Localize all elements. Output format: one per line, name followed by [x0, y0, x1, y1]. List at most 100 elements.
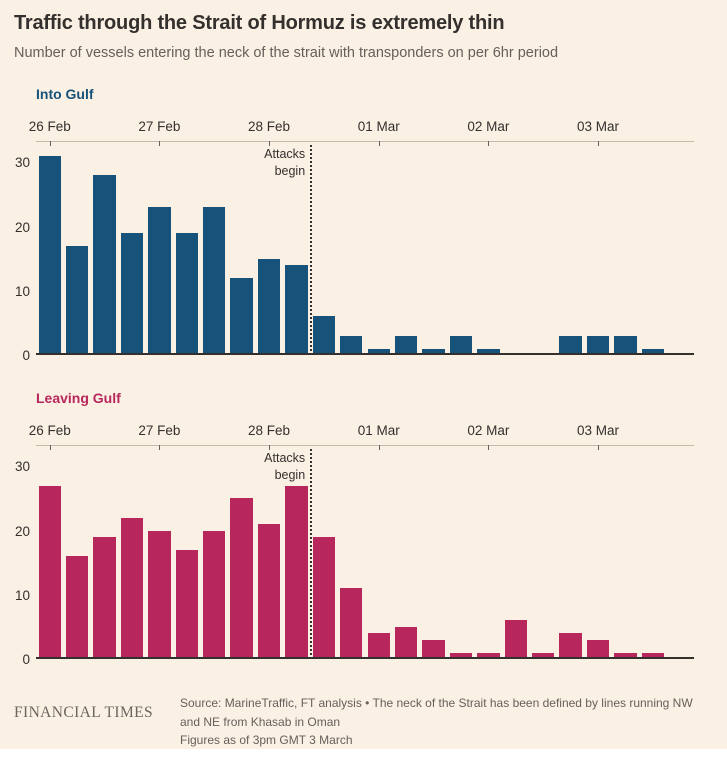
bar [203, 207, 226, 355]
bar [257, 524, 281, 659]
x-tick-mark [378, 445, 380, 450]
bar [477, 348, 500, 355]
x-tick-mark [269, 141, 271, 146]
x-tick-label: 28 Feb [248, 423, 291, 438]
attacks-begin-line [310, 449, 313, 659]
x-tick-label: 27 Feb [138, 119, 181, 134]
source-line-1: Source: MarineTraffic, FT analysis • The… [180, 696, 693, 710]
bar [38, 155, 61, 355]
x-tick-mark [49, 141, 51, 146]
chart-title-leaving-gulf: Leaving Gulf [36, 390, 121, 406]
x-tick-mark [159, 141, 161, 146]
bar [340, 335, 363, 355]
x-tick-label: 02 Mar [467, 119, 510, 134]
attacks-begin-label-line1: Attacks [264, 147, 306, 161]
bar [175, 232, 198, 355]
bar [230, 277, 253, 355]
bar [504, 620, 527, 659]
x-axis-line [36, 141, 694, 142]
x-tick-label: 03 Mar [577, 119, 620, 134]
into-gulf-chart: Into Gulf 26 Feb 27 Feb 28 Feb 01 Mar 02 Mar… [0, 86, 727, 376]
x-tick-label: 01 Mar [357, 423, 400, 438]
bar [65, 556, 89, 659]
bar [230, 498, 253, 659]
page-title: Traffic through the Strait of Hormuz is … [14, 12, 505, 34]
x-tick-mark [488, 445, 490, 450]
attacks-begin-label: Attacks begin [264, 146, 305, 180]
x-tick-mark [269, 445, 271, 450]
leaving-gulf-chart: Leaving Gulf 26 Feb 27 Feb 28 Feb 01 Mar 02 … [0, 390, 727, 680]
bar [38, 485, 61, 659]
bar [532, 652, 555, 659]
bar [641, 348, 665, 355]
y-tick-label: 10 [14, 283, 30, 299]
attacks-begin-label-line2: begin [274, 467, 306, 482]
bar [614, 335, 637, 355]
bar [367, 348, 390, 355]
attacks-begin-line [310, 145, 313, 355]
bar [93, 536, 116, 659]
bar [641, 652, 665, 659]
bar [257, 258, 281, 355]
source-note: Source: MarineTraffic, FT analysis • The… [180, 694, 720, 750]
chart-title-into-gulf: Into Gulf [36, 86, 94, 102]
x-tick-mark [49, 445, 51, 450]
y-tick-label: 10 [14, 587, 30, 603]
bar [614, 652, 637, 659]
ft-logo: FINANCIAL TIMES [14, 704, 154, 721]
attacks-begin-label-line1: Attacks [264, 451, 306, 465]
bar [65, 245, 89, 355]
x-tick-label: 26 Feb [28, 119, 71, 134]
plot-area-into-gulf: 26 Feb 27 Feb 28 Feb 01 Mar 02 Mar 03 Mar 0 10 2… [15, 119, 694, 363]
bar [203, 530, 226, 659]
bar [586, 639, 610, 659]
y-tick-label: 0 [22, 652, 30, 667]
x-axis-line [36, 445, 694, 446]
bar [148, 207, 171, 355]
y-tick-label: 0 [22, 348, 30, 363]
bar [422, 639, 445, 659]
y-tick-label: 20 [14, 219, 30, 235]
x-tick-label: 26 Feb [28, 423, 71, 438]
bottom-margin [0, 749, 727, 763]
x-tick-mark [488, 141, 490, 146]
bar [449, 652, 473, 659]
bar [175, 549, 198, 659]
bar [312, 536, 336, 659]
bar [285, 265, 308, 355]
x-tick-mark [159, 445, 161, 450]
x-baseline [36, 657, 694, 659]
bar [422, 348, 445, 355]
x-tick-label: 03 Mar [577, 423, 620, 438]
x-tick-label: 02 Mar [467, 423, 510, 438]
bar [559, 633, 582, 659]
y-tick-label: 30 [14, 459, 30, 475]
x-baseline [36, 353, 694, 355]
x-tick-label: 27 Feb [138, 423, 181, 438]
source-line-3: Figures as of 3pm GMT 3 March [180, 733, 353, 748]
attacks-begin-label: Attacks begin [264, 450, 305, 484]
page-subtitle: Number of vessels entering the neck of t… [14, 45, 559, 61]
attacks-begin-label-line2: begin [274, 163, 306, 178]
x-tick-mark [598, 141, 600, 146]
bar [93, 175, 116, 355]
bar [586, 335, 610, 355]
source-line-2: and NE from Khasab in Oman [180, 714, 341, 729]
bar [120, 232, 144, 355]
bar [394, 626, 418, 659]
bar [477, 652, 500, 659]
y-tick-label: 20 [14, 523, 30, 539]
bar [367, 633, 390, 659]
x-tick-mark [598, 445, 600, 450]
bar [340, 588, 363, 659]
bar [148, 530, 171, 659]
bar [394, 335, 418, 355]
bar [312, 316, 336, 355]
x-tick-label: 28 Feb [248, 119, 291, 134]
plot-area-leaving-gulf: 26 Feb 27 Feb 28 Feb 01 Mar 02 Mar 03 Mar 0 10 2… [15, 423, 694, 667]
y-tick-label: 30 [14, 155, 30, 171]
x-tick-mark [378, 141, 380, 146]
bar [120, 517, 144, 659]
bar [285, 485, 308, 659]
